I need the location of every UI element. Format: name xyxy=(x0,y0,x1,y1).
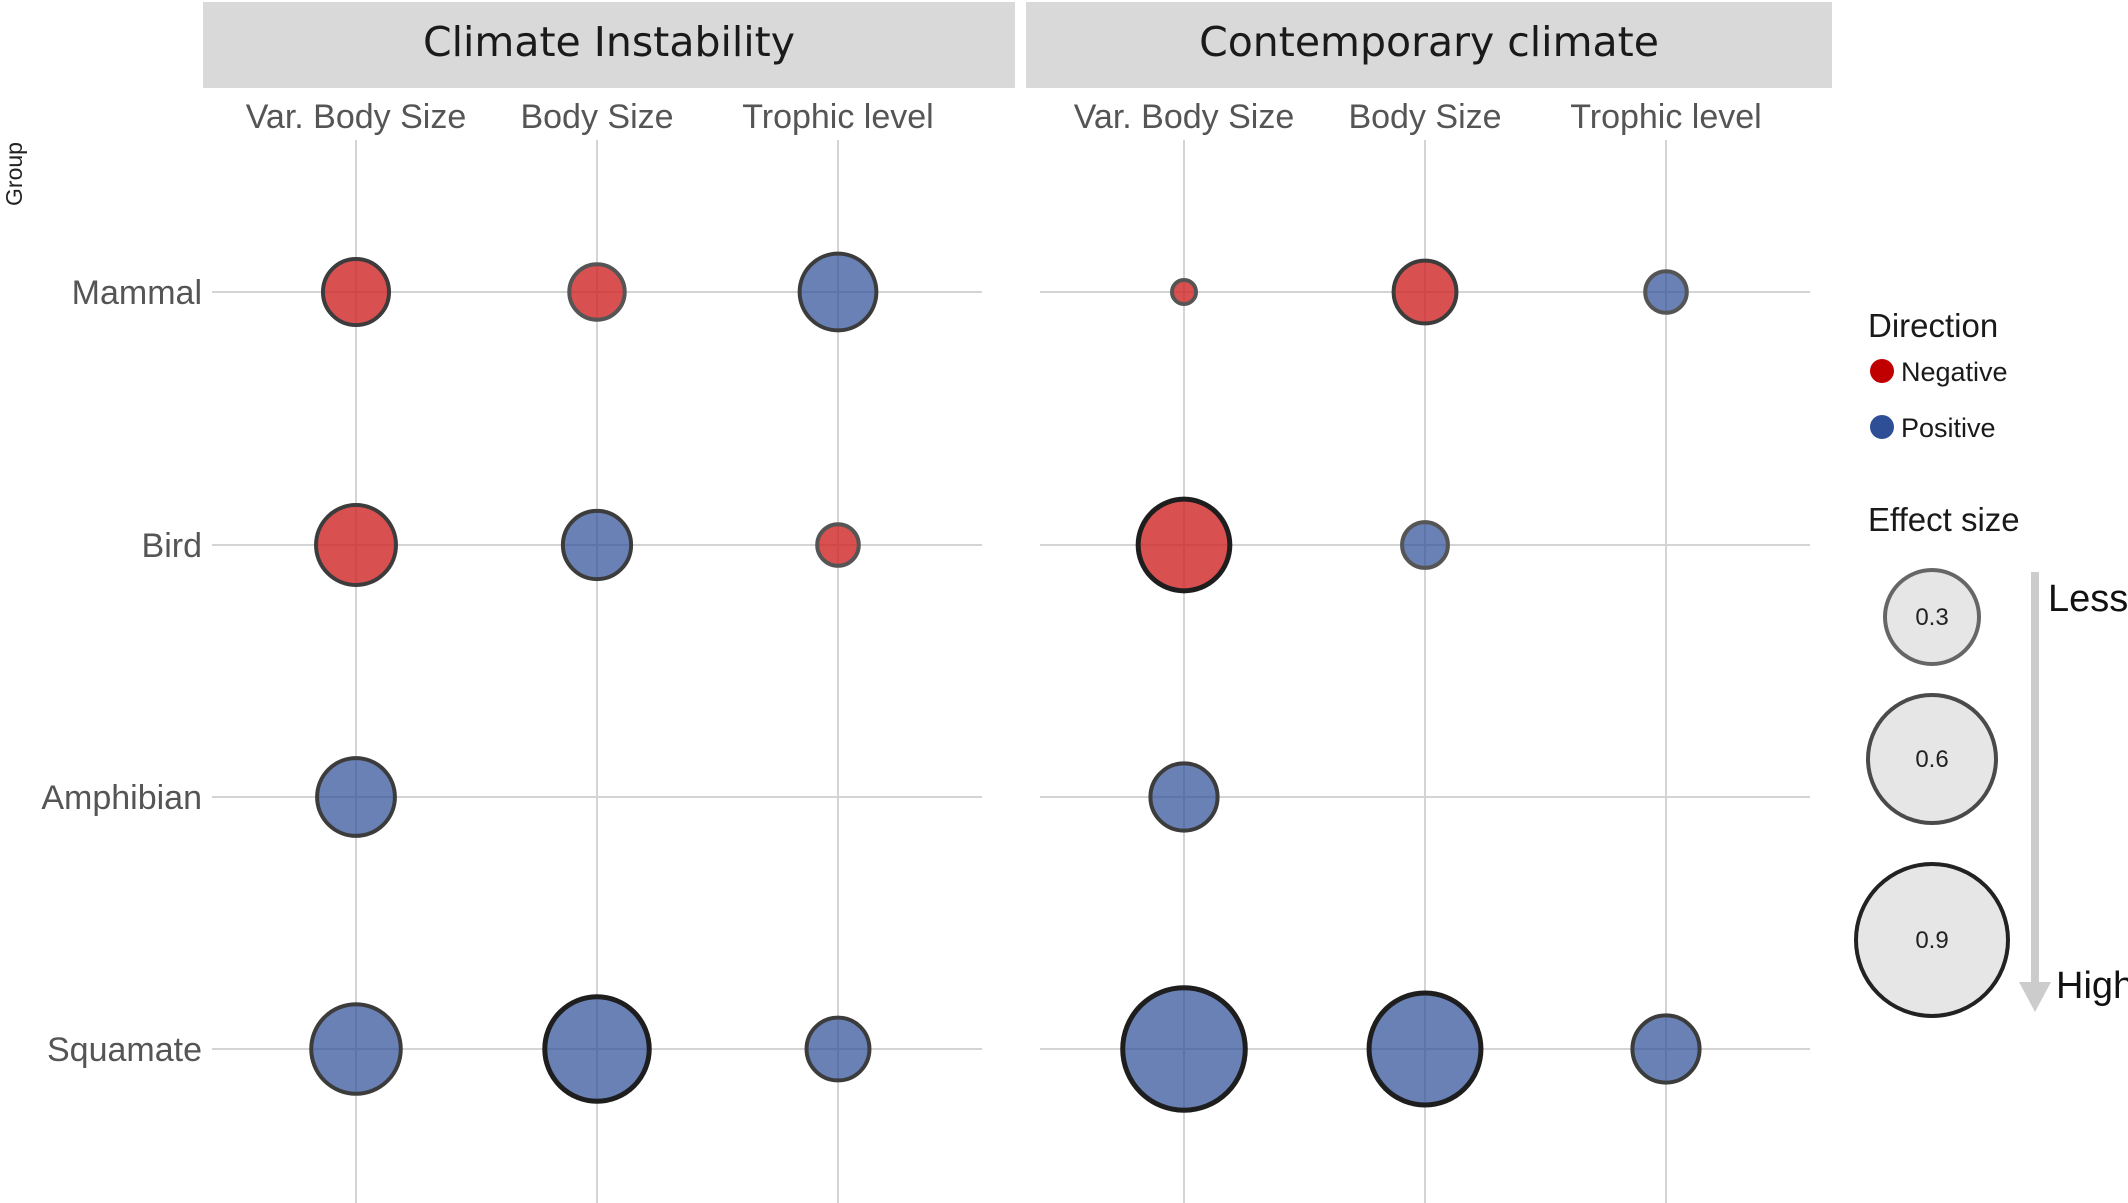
facet-strip-climate-instability xyxy=(203,2,1015,88)
bubble-climate-instability-amphibian-var-body-size xyxy=(315,756,397,838)
bubble-contemporary-climate-squamate-var-body-size xyxy=(1120,985,1248,1113)
bubble-contemporary-climate-squamate-body-size xyxy=(1366,990,1484,1108)
column-label-body-size: Body Size xyxy=(1348,98,1501,136)
legend-effect-size-title: Effect size xyxy=(1868,501,2020,538)
legend-negative-label: Negative xyxy=(1901,357,2008,387)
grid-lines xyxy=(212,140,1810,1203)
bubble-climate-instability-bird-var-body-size xyxy=(314,503,398,587)
bubble-contemporary-climate-bird-body-size xyxy=(1400,520,1450,570)
bubble-contemporary-climate-bird-var-body-size xyxy=(1135,496,1233,594)
bubble-climate-instability-bird-body-size xyxy=(560,508,634,582)
row-label-bird: Bird xyxy=(142,527,202,565)
column-label-trophic-level: Trophic level xyxy=(1570,98,1761,136)
bubble-climate-instability-mammal-body-size xyxy=(567,262,627,322)
facet-title-climate-instability: Climate Instability xyxy=(423,18,795,66)
bubble-marks xyxy=(309,251,1702,1113)
effect-size-arrow-head xyxy=(2019,982,2051,1012)
legend-size-0-9 xyxy=(1854,862,2010,1018)
arrow-label-less: Less xyxy=(2048,578,2128,620)
legend-size-0-9-label: 0.9 xyxy=(1915,927,1948,954)
column-label-var-body-size: Var. Body Size xyxy=(246,98,467,136)
legend-size-0-3 xyxy=(1883,568,1981,666)
bubble-climate-instability-squamate-trophic-level xyxy=(804,1015,872,1083)
legend-negative-swatch xyxy=(1870,359,1894,383)
bubble-contemporary-climate-mammal-trophic-level xyxy=(1643,269,1689,315)
column-label-trophic-level: Trophic level xyxy=(742,98,933,136)
bubble-contemporary-climate-mammal-body-size xyxy=(1391,258,1459,326)
y-axis-title: Group xyxy=(1,142,27,206)
bubble-contemporary-climate-amphibian-var-body-size xyxy=(1148,761,1220,833)
legend-positive-label: Positive xyxy=(1901,413,1996,443)
legend-direction-title: Direction xyxy=(1868,307,1998,344)
row-label-squamate: Squamate xyxy=(47,1031,202,1069)
arrow-label-high: High xyxy=(2056,965,2128,1007)
row-label-amphibian: Amphibian xyxy=(41,779,202,817)
bubble-contemporary-climate-squamate-trophic-level xyxy=(1630,1013,1702,1085)
legend-size-0-6 xyxy=(1866,693,1998,825)
legend-positive-swatch xyxy=(1870,415,1894,439)
legend-size-0-6-label: 0.6 xyxy=(1915,746,1948,773)
bubble-climate-instability-squamate-body-size xyxy=(542,994,652,1104)
row-label-mammal: Mammal xyxy=(72,274,202,312)
bubble-climate-instability-bird-trophic-level xyxy=(815,522,861,568)
bubble-contemporary-climate-mammal-var-body-size xyxy=(1170,278,1198,306)
legend-size-0-3-label: 0.3 xyxy=(1915,604,1948,631)
facet-title-contemporary-climate: Contemporary climate xyxy=(1199,18,1659,66)
column-label-body-size: Body Size xyxy=(520,98,673,136)
column-label-var-body-size: Var. Body Size xyxy=(1074,98,1295,136)
bubble-climate-instability-mammal-trophic-level xyxy=(797,251,879,333)
facet-strip-contemporary-climate xyxy=(1026,2,1832,88)
bubble-climate-instability-mammal-var-body-size xyxy=(320,256,392,328)
bubble-climate-instability-squamate-var-body-size xyxy=(309,1002,403,1096)
